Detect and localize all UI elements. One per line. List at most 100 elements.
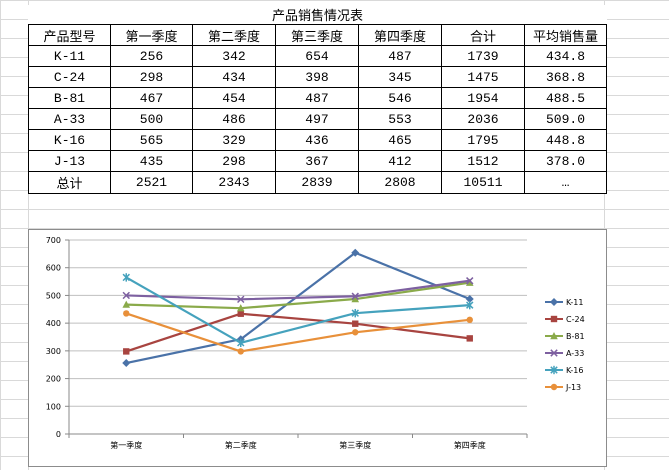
table-cell[interactable]: B-81 bbox=[28, 87, 111, 109]
table-cell[interactable]: 488.5 bbox=[524, 87, 607, 109]
legend-label: B-81 bbox=[566, 332, 585, 341]
data-point bbox=[466, 300, 474, 310]
table-cell[interactable]: 1954 bbox=[441, 87, 525, 109]
series-k-16 bbox=[122, 273, 474, 348]
legend-label: K-11 bbox=[566, 298, 583, 307]
table-cell[interactable]: 1739 bbox=[441, 45, 525, 67]
table-header-row: 产品型号 第一季度 第二季度 第三季度 第四季度 合计 平均销售量 bbox=[28, 24, 607, 46]
table-cell[interactable]: 486 bbox=[192, 108, 276, 130]
table-cell[interactable]: 487 bbox=[358, 45, 442, 67]
table-cell[interactable]: C-24 bbox=[28, 66, 111, 88]
data-point bbox=[465, 278, 474, 286]
chart-canvas: 0 100 200 300 400 500 600 700 第一季度 第二季度 第三季度 第四季度 K… bbox=[46, 236, 585, 450]
table-cell[interactable]: 298 bbox=[192, 150, 276, 172]
table-cell[interactable]: 298 bbox=[110, 66, 193, 88]
data-point bbox=[351, 295, 360, 303]
data-point-stroke bbox=[550, 349, 558, 357]
table-cell[interactable]: 345 bbox=[358, 66, 442, 88]
table-cell[interactable]: 1795 bbox=[441, 129, 525, 151]
data-point-stroke bbox=[122, 291, 130, 300]
x-tick-label: 第一季度 bbox=[110, 440, 142, 450]
series-line bbox=[126, 279, 470, 301]
table-cell[interactable]: 509.0 bbox=[524, 108, 607, 130]
table-cell[interactable]: 435 bbox=[110, 150, 193, 172]
table-cell[interactable]: J-13 bbox=[28, 150, 111, 172]
data-point bbox=[351, 308, 359, 318]
y-tick-label: 300 bbox=[46, 347, 61, 356]
data-point bbox=[236, 304, 245, 312]
y-tick-label: 0 bbox=[56, 430, 61, 439]
table-cell[interactable]: 256 bbox=[110, 45, 193, 67]
table-cell[interactable]: 546 bbox=[358, 87, 442, 109]
table-row: K-11 256 342 654 487 1739 434.8 bbox=[28, 45, 607, 67]
table-cell[interactable]: 412 bbox=[358, 150, 442, 172]
table-cell[interactable]: 368.8 bbox=[524, 66, 607, 88]
table-cell[interactable]: 367 bbox=[275, 150, 359, 172]
data-point bbox=[123, 310, 130, 317]
legend-item: K-16 bbox=[545, 365, 583, 375]
series-c-24 bbox=[123, 310, 473, 355]
table-cell[interactable]: 342 bbox=[192, 45, 276, 67]
legend-label: C-24 bbox=[566, 315, 585, 324]
header-cell[interactable]: 平均销售量 bbox=[524, 24, 607, 46]
line-chart[interactable]: 0 100 200 300 400 500 600 700 第一季度 第二季度 第三季度 第四季度 K… bbox=[28, 229, 607, 467]
table-cell[interactable]: 总计 bbox=[28, 171, 111, 194]
data-point bbox=[550, 383, 558, 391]
table-cell[interactable]: 553 bbox=[358, 108, 442, 130]
table-cell[interactable]: 500 bbox=[110, 108, 193, 130]
data-point bbox=[550, 298, 558, 306]
series-line bbox=[126, 281, 470, 310]
header-cell[interactable]: 产品型号 bbox=[28, 24, 111, 46]
data-point-stroke bbox=[351, 292, 359, 300]
table-cell[interactable]: 434.8 bbox=[524, 45, 607, 67]
table-cell[interactable]: 2343 bbox=[192, 171, 276, 194]
table-cell[interactable]: K-11 bbox=[28, 45, 111, 67]
table-cell[interactable]: 654 bbox=[275, 45, 359, 67]
table-cell[interactable]: 565 bbox=[110, 129, 193, 151]
table-cell[interactable]: K-16 bbox=[28, 129, 111, 151]
table-cell[interactable]: 436 bbox=[275, 129, 359, 151]
legend[interactable]: K-11 C-24 B-81 A-33 K-16 J-13 bbox=[545, 298, 585, 392]
data-point bbox=[352, 320, 359, 327]
table-cell[interactable]: … bbox=[524, 171, 607, 194]
table-cell[interactable]: 487 bbox=[275, 87, 359, 109]
table-row: K-16 565 329 436 465 1795 448.8 bbox=[28, 129, 607, 151]
series-b-81 bbox=[122, 278, 474, 312]
table-cell[interactable]: 1475 bbox=[441, 66, 525, 88]
table-cell[interactable]: 378.0 bbox=[524, 150, 607, 172]
data-point bbox=[123, 348, 130, 355]
header-cell[interactable]: 第四季度 bbox=[358, 24, 442, 46]
data-point-stroke bbox=[237, 295, 245, 304]
table-cell[interactable]: 465 bbox=[358, 129, 442, 151]
table-cell[interactable]: 329 bbox=[192, 129, 276, 151]
header-cell[interactable]: 合计 bbox=[441, 24, 525, 46]
legend-label: A-33 bbox=[566, 349, 584, 358]
table-cell[interactable]: 1512 bbox=[441, 150, 525, 172]
table-cell[interactable]: 454 bbox=[192, 87, 276, 109]
series-j-13 bbox=[123, 310, 473, 355]
legend-label: J-13 bbox=[565, 383, 581, 392]
header-cell[interactable]: 第二季度 bbox=[192, 24, 276, 46]
header-cell[interactable]: 第三季度 bbox=[275, 24, 359, 46]
x-tick-label: 第四季度 bbox=[454, 440, 486, 450]
table-cell[interactable]: 467 bbox=[110, 87, 193, 109]
sales-table: 产品销售情况表 产品型号 第一季度 第二季度 第三季度 第四季度 合计 平均销售… bbox=[28, 5, 607, 194]
table-cell[interactable]: 10511 bbox=[441, 171, 525, 194]
table-cell[interactable]: 2036 bbox=[441, 108, 525, 130]
table-row: C-24 298 434 398 345 1475 368.8 bbox=[28, 66, 607, 88]
data-point bbox=[122, 273, 130, 282]
table-cell[interactable]: A-33 bbox=[28, 108, 111, 130]
series-line bbox=[126, 251, 471, 365]
table-cell[interactable]: 2839 bbox=[275, 171, 359, 194]
data-point bbox=[550, 349, 558, 357]
header-cell[interactable]: 第一季度 bbox=[110, 24, 193, 46]
table-cell[interactable]: 497 bbox=[275, 108, 359, 130]
table-title[interactable]: 产品销售情况表 bbox=[28, 5, 607, 25]
table-cell[interactable]: 398 bbox=[275, 66, 359, 88]
table-cell[interactable]: 2521 bbox=[110, 171, 193, 194]
table-cell[interactable]: 434 bbox=[192, 66, 276, 88]
table-cell[interactable]: 448.8 bbox=[524, 129, 607, 151]
data-point bbox=[351, 292, 359, 300]
table-cell[interactable]: 2808 bbox=[358, 171, 442, 194]
gridlines bbox=[69, 239, 527, 407]
